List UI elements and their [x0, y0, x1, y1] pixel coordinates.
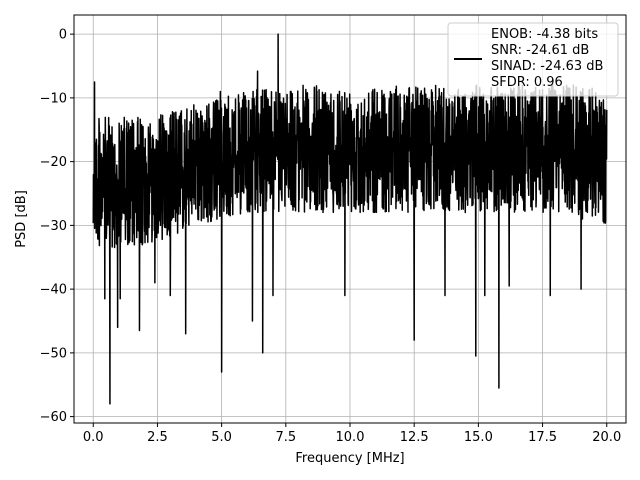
x-tick-label: 10.0: [336, 430, 365, 445]
series-layer: [92, 33, 608, 405]
x-tick-label: 20.0: [592, 430, 621, 445]
x-tick-label: 2.5: [147, 430, 168, 445]
y-tick-label: −20: [40, 155, 67, 170]
x-tick-label: 17.5: [528, 430, 557, 445]
y-tick-label: −60: [40, 410, 67, 425]
legend-line-sfdr: SFDR: 0.96: [491, 75, 563, 90]
y-tick-label: −40: [40, 283, 67, 298]
legend-line-enob: ENOB: -4.38 bits: [491, 27, 598, 42]
y-axis-label: PSD [dB]: [14, 190, 29, 248]
psd-series-line: [92, 33, 608, 405]
x-axis-label: Frequency [MHz]: [295, 451, 404, 466]
x-ticks: 0.0 2.5 5.0 7.5 10.0 12.5 15.0 17.5 20.0: [83, 423, 621, 445]
x-tick-label: 5.0: [211, 430, 232, 445]
legend-line-snr: SNR: -24.61 dB: [491, 43, 589, 58]
y-tick-label: 0: [59, 28, 67, 43]
legend-box: [447, 22, 619, 97]
legend-text: ENOB: -4.38 bits SNR: -24.61 dB SINAD: -…: [491, 27, 608, 90]
y-tick-label: −50: [40, 346, 67, 361]
x-tick-label: 12.5: [400, 430, 429, 445]
y-tick-label: −30: [40, 219, 67, 234]
y-ticks: 0 −10 −20 −30 −40 −50 −60: [40, 28, 74, 425]
y-tick-label: −10: [40, 91, 67, 106]
legend-line-sinad: SINAD: -24.63 dB: [491, 59, 603, 74]
x-tick-label: 15.0: [464, 430, 493, 445]
legend: ENOB: -4.38 bits SNR: -24.61 dB SINAD: -…: [447, 22, 619, 97]
x-tick-label: 0.0: [83, 430, 104, 445]
x-tick-label: 7.5: [275, 430, 296, 445]
